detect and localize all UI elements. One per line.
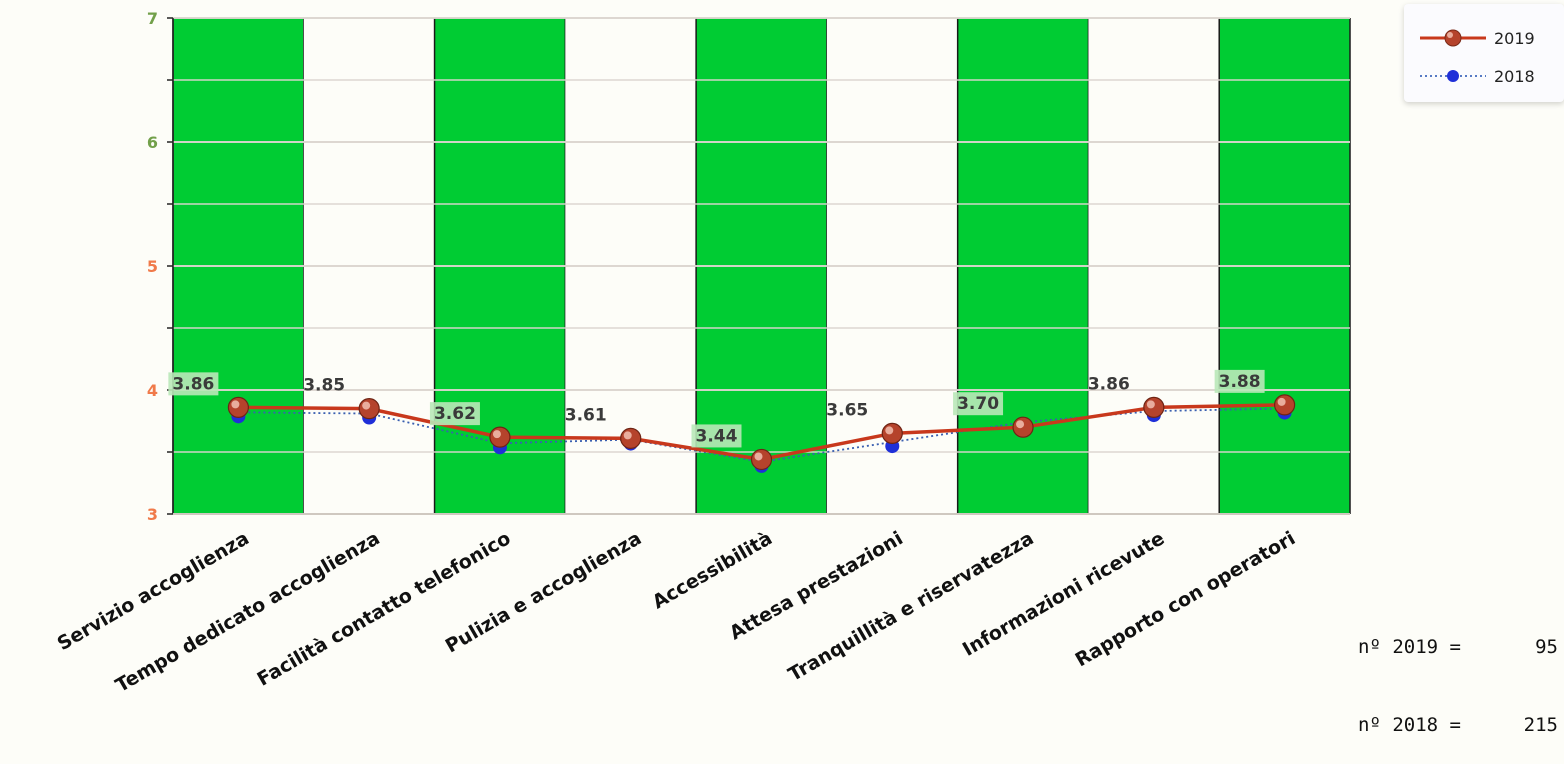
count-label: nº 2019 = (1358, 636, 1461, 658)
legend-swatch-2018 (1420, 70, 1486, 82)
y-tick-label: 4 (147, 381, 158, 400)
y-tick-label: 5 (147, 257, 158, 276)
y-tick-label: 3 (147, 505, 158, 524)
data-label-bg (953, 392, 1004, 416)
legend-item-2019[interactable]: 2019 (1418, 28, 1535, 48)
series-2019-point (620, 427, 642, 449)
x-tick-label: Accessibilità (649, 527, 776, 613)
legend: 2019 2018 (1404, 4, 1564, 102)
series-2019-point (489, 426, 511, 448)
y-tick-label: 7 (147, 9, 158, 28)
series-2019-point-highlight (754, 452, 763, 461)
series-2019-point (1143, 396, 1165, 418)
x-tick-label: Rapporto con operatori (1072, 527, 1300, 671)
series-2019-point (881, 422, 903, 444)
series-2019-point (227, 396, 249, 418)
data-label: 3.61 (565, 405, 607, 425)
legend-swatch-2019 (1420, 29, 1486, 47)
series-2019-point-highlight (1277, 397, 1286, 406)
series-2019-point (750, 448, 773, 471)
x-tick-label: Tempo dedicato accoglienza (112, 527, 384, 697)
series-2019-point (1012, 416, 1034, 438)
series-2019-point-highlight (231, 400, 240, 409)
legend-label-2019: 2019 (1494, 28, 1535, 48)
data-label: 3.88 (1219, 372, 1261, 392)
series-2019-point-highlight (623, 431, 632, 440)
series-lines (227, 394, 1296, 473)
count-row-2018: nº 2018 = 215 (1358, 712, 1558, 738)
data-label-bg (691, 424, 742, 448)
legend-label-2018: 2018 (1494, 66, 1535, 86)
x-tick-label: Facilità contatto telefonico (253, 527, 514, 690)
series-2019-point-highlight (1016, 420, 1025, 429)
data-label: 3.86 (172, 374, 214, 394)
series-2019-point-highlight (885, 426, 894, 435)
data-label: 3.44 (696, 426, 738, 446)
data-labels: 3.86 3.85 3.62 3.61 3.44 3.65 3.70 3.86 3.88 (168, 369, 1265, 448)
data-label: 3.86 (1088, 374, 1130, 394)
y-tick-labels: 3 4 5 6 7 (147, 9, 158, 524)
data-label: 3.62 (434, 404, 476, 424)
count-row-2019: nº 2019 = 95 (1358, 634, 1558, 660)
series-2019-point-highlight (492, 430, 501, 439)
series-2019-point-highlight (1146, 400, 1155, 409)
data-label: 3.70 (957, 394, 999, 414)
data-label-bg (1214, 369, 1265, 393)
y-tick-label: 6 (147, 133, 158, 152)
count-label: nº 2018 = (1358, 714, 1461, 736)
axes (172, 18, 1350, 515)
series-2019-point (358, 398, 380, 420)
data-label: 3.65 (826, 400, 868, 420)
data-label: 3.85 (303, 376, 345, 396)
count-value: 215 (1523, 714, 1558, 736)
series-2019-point (1274, 394, 1296, 416)
legend-item-2018[interactable]: 2018 (1418, 66, 1535, 86)
data-label-bg (429, 402, 480, 426)
x-tick-label: Tranquillità e riservatezza (785, 527, 1038, 686)
series-2019-point-highlight (362, 401, 371, 410)
data-label-bg (168, 372, 219, 396)
count-value: 95 (1535, 636, 1558, 658)
sample-counts: nº 2019 = 95 nº 2018 = 215 (1358, 582, 1558, 764)
